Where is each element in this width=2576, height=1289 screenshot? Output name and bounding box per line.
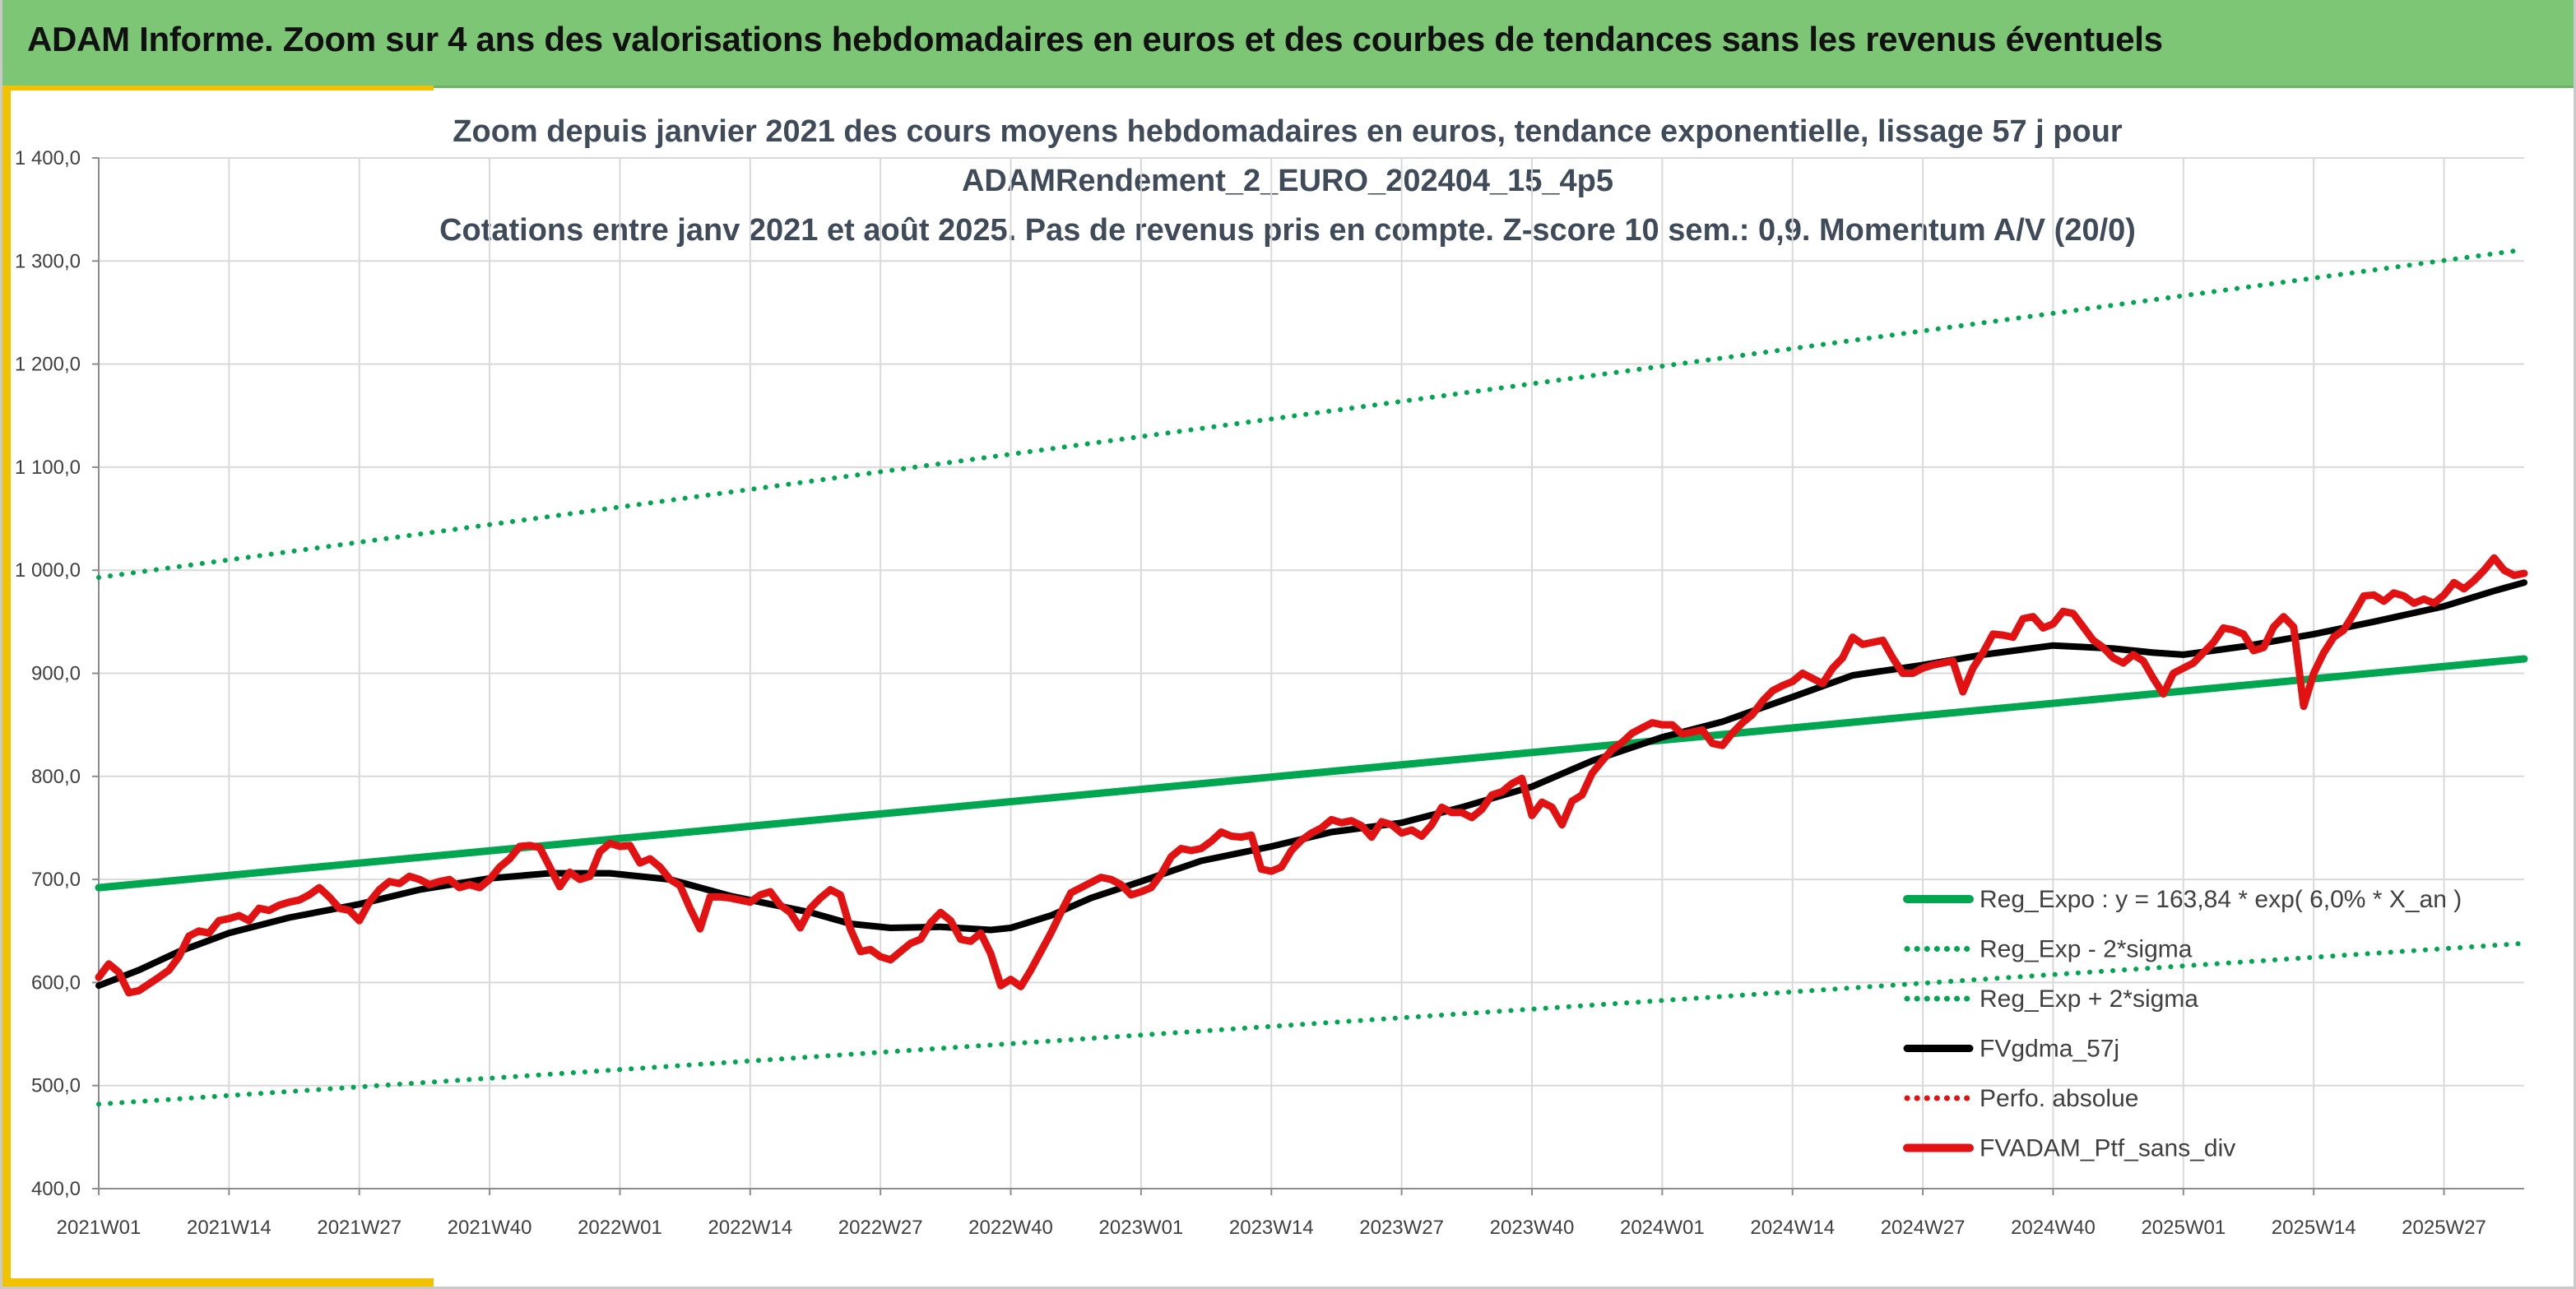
legend: Reg_Expo : y = 163,84 * exp( 6,0% * X_an… bbox=[1903, 886, 2462, 1162]
x-tick-label: 2024W14 bbox=[1750, 1217, 1835, 1239]
y-tick-label: 800,0 bbox=[31, 766, 81, 788]
y-tick-label: 1 300,0 bbox=[15, 250, 81, 272]
series-layer bbox=[95, 247, 2528, 1107]
legend-label: Reg_Exp + 2*sigma bbox=[1980, 985, 2198, 1013]
x-tick-label: 2021W40 bbox=[448, 1217, 532, 1239]
x-tick-label: 2025W14 bbox=[2272, 1217, 2356, 1239]
legend-label: Reg_Expo : y = 163,84 * exp( 6,0% * X_an… bbox=[1980, 886, 2462, 913]
y-tick-label: 400,0 bbox=[31, 1178, 81, 1200]
x-tick-label: 2021W01 bbox=[57, 1217, 142, 1239]
series-line-4 bbox=[95, 579, 2527, 990]
accent-bar-left bbox=[2, 86, 11, 1283]
accent-bar-top bbox=[2, 86, 434, 90]
chart-title-line-3: Cotations entre janv 2021 et août 2025. … bbox=[439, 213, 2136, 248]
x-tick-label: 2022W27 bbox=[838, 1217, 923, 1239]
y-tick-label: 900,0 bbox=[31, 663, 81, 685]
y-tick-label: 1 100,0 bbox=[15, 457, 81, 479]
y-tick-label: 1 000,0 bbox=[15, 559, 81, 582]
chart-title-line-2: ADAMRendement_2_EURO_202404_15_4p5 bbox=[962, 164, 1613, 198]
x-tick-label: 2022W40 bbox=[968, 1217, 1053, 1239]
axes: 400,0 500,0 600,0 700,0 800,0 900,0 1 000,0 1 1… bbox=[15, 147, 2524, 1239]
y-tick-label: 700,0 bbox=[31, 869, 81, 891]
x-tick-label: 2025W01 bbox=[2141, 1217, 2226, 1239]
series-line-6 bbox=[95, 554, 2528, 997]
x-tick-label: 2023W27 bbox=[1359, 1217, 1444, 1239]
x-tick-label: 2025W27 bbox=[2402, 1217, 2486, 1239]
x-tick-label: 2023W01 bbox=[1099, 1217, 1184, 1239]
chart-title-line-1: Zoom depuis janvier 2021 des cours moyen… bbox=[453, 114, 2123, 149]
legend-label: FVgdma_57j bbox=[1980, 1036, 2119, 1063]
x-tick-label: 2024W01 bbox=[1620, 1217, 1705, 1239]
series-line-2 bbox=[96, 940, 2527, 1107]
header-banner: ADAM Informe. Zoom sur 4 ans des valoris… bbox=[2, 0, 2574, 88]
y-tick-label: 600,0 bbox=[31, 971, 81, 994]
series-line-1 bbox=[95, 655, 2528, 892]
legend-label: Reg_Exp - 2*sigma bbox=[1980, 936, 2193, 963]
x-tick-label: 2023W14 bbox=[1229, 1217, 1314, 1239]
gridlines bbox=[98, 157, 2524, 1189]
accent-bar-bottom bbox=[2, 1278, 434, 1287]
x-tick-label: 2022W14 bbox=[708, 1217, 792, 1239]
banner-title: ADAM Informe. Zoom sur 4 ans des valoris… bbox=[27, 20, 2163, 58]
chart-title: Zoom depuis janvier 2021 des cours moyen… bbox=[439, 114, 2136, 248]
y-tick-label: 500,0 bbox=[31, 1075, 81, 1097]
series-line-3 bbox=[96, 247, 2527, 580]
y-tick-label: 1 200,0 bbox=[15, 354, 81, 376]
x-tick-label: 2024W40 bbox=[2011, 1217, 2096, 1239]
legend-label: FVADAM_Ptf_sans_div bbox=[1980, 1135, 2235, 1162]
y-tick-label: 1 400,0 bbox=[15, 147, 81, 169]
x-tick-label: 2024W27 bbox=[1881, 1217, 1966, 1239]
x-tick-label: 2022W01 bbox=[578, 1217, 662, 1239]
legend-label: Perfo. absolue bbox=[1980, 1085, 2138, 1112]
x-tick-label: 2023W40 bbox=[1490, 1217, 1575, 1239]
x-tick-label: 2021W27 bbox=[317, 1217, 401, 1239]
x-tick-label: 2021W14 bbox=[187, 1217, 272, 1239]
